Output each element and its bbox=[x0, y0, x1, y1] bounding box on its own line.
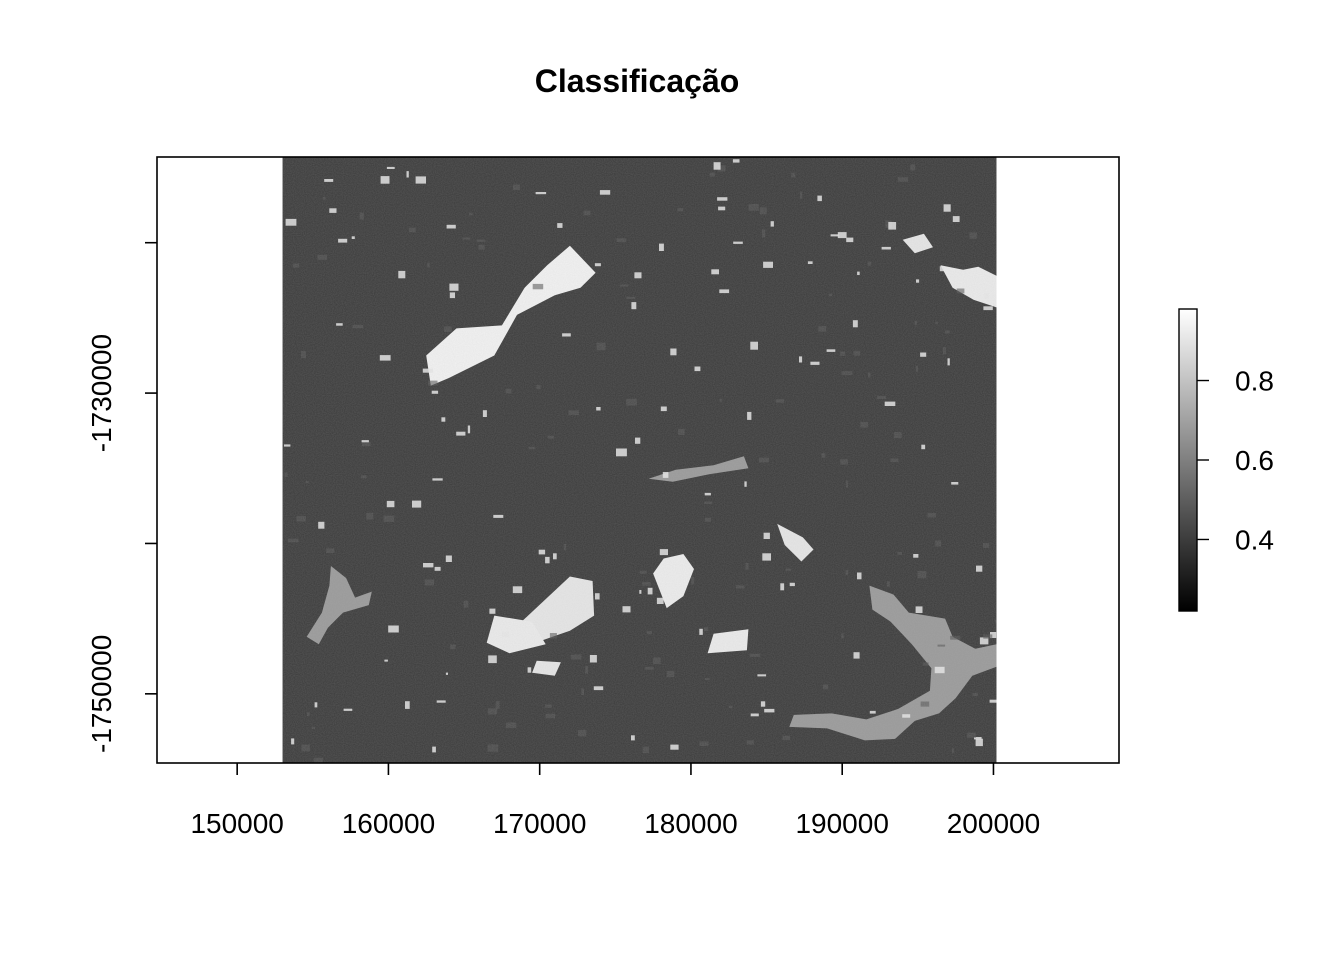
legend-tick-label: 0.6 bbox=[1235, 445, 1274, 476]
raster-image bbox=[282, 157, 997, 763]
legend-tick-label: 0.4 bbox=[1235, 524, 1274, 555]
x-tick-label: 180000 bbox=[644, 808, 737, 839]
raster-texture bbox=[282, 157, 997, 763]
x-axis: 150000 160000 170000 180000 190000 200000 bbox=[190, 763, 1040, 839]
y-tick-label: -1750000 bbox=[86, 635, 117, 753]
chart-title: Classificação bbox=[535, 63, 740, 99]
x-tick-label: 170000 bbox=[493, 808, 586, 839]
color-legend: 0.4 0.6 0.8 bbox=[1178, 308, 1274, 612]
x-tick-label: 200000 bbox=[947, 808, 1040, 839]
legend-colorbar bbox=[1178, 308, 1198, 612]
legend-tick-label: 0.8 bbox=[1235, 366, 1274, 397]
y-axis: -1730000 -1750000 bbox=[86, 241, 157, 753]
plot-frame bbox=[156, 156, 1120, 764]
x-tick-label: 160000 bbox=[342, 808, 435, 839]
x-tick-label: 150000 bbox=[190, 808, 283, 839]
y-tick-label: -1730000 bbox=[86, 334, 117, 452]
x-tick-label: 190000 bbox=[795, 808, 888, 839]
